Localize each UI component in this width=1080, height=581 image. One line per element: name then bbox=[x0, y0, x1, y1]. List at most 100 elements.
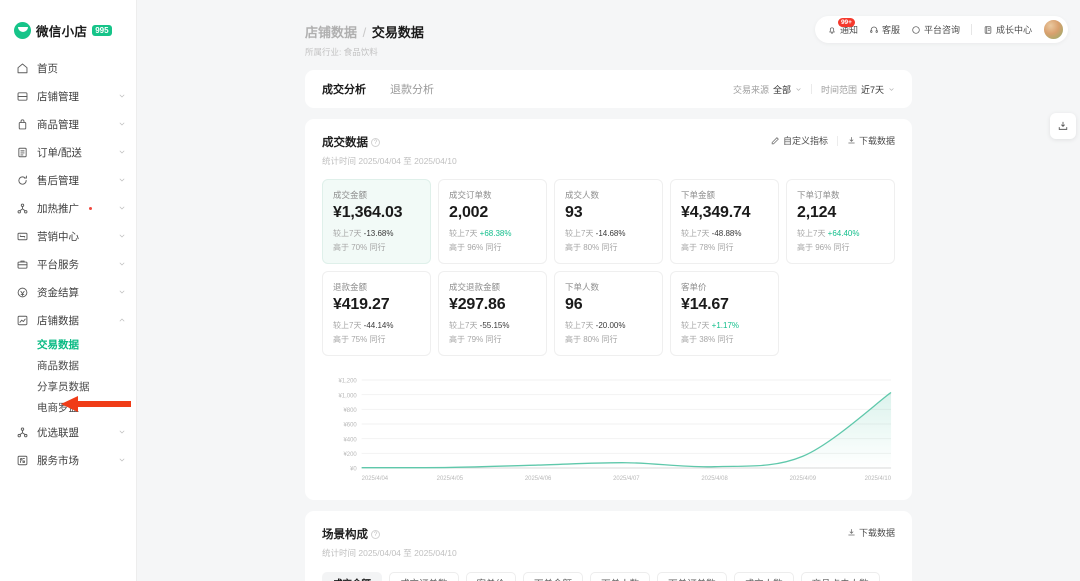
metric-peer: 高于 38% 同行 bbox=[681, 335, 734, 344]
metric-card-1[interactable]: 成交订单数 2,002 较上7天 +68.38% 高于 96% 同行 bbox=[438, 179, 547, 264]
scene-card: 场景构成 ? 下载数据 统计时间 2025/04/04 至 2025/04/10… bbox=[305, 511, 912, 581]
content-column: 成交分析 退款分析 交易来源 全部 时间范围 近7天 成交数据 ? bbox=[305, 70, 912, 581]
y-tick-label: ¥1,000 bbox=[339, 393, 358, 399]
action-divider bbox=[836, 135, 838, 146]
floating-download-button[interactable] bbox=[1050, 113, 1076, 139]
order-icon bbox=[18, 147, 27, 157]
sidebar-item-label: 营销中心 bbox=[37, 230, 79, 243]
brand[interactable]: 微信小店 995 bbox=[0, 0, 136, 44]
scene-chip-5[interactable]: 下单订单数 bbox=[657, 572, 727, 581]
metric-compare: 较上7天 -44.14% bbox=[333, 321, 394, 330]
scene-chip-0[interactable]: 成交金额 bbox=[322, 572, 383, 581]
scene-chip-3[interactable]: 下单金额 bbox=[523, 572, 584, 581]
header-action-3[interactable]: 成长中心 bbox=[983, 23, 1032, 36]
tabs-card: 成交分析 退款分析 交易来源 全部 时间范围 近7天 bbox=[305, 70, 912, 108]
breadcrumb-separator: / bbox=[362, 25, 367, 40]
metric-value: ¥419.27 bbox=[333, 296, 390, 313]
sidebar-item-11[interactable]: 服务市场 bbox=[0, 446, 136, 474]
scene-section-subtitle: 统计时间 2025/04/04 至 2025/04/10 bbox=[322, 548, 457, 558]
scene-chip-4[interactable]: 下单人数 bbox=[590, 572, 651, 581]
metric-peer: 高于 78% 同行 bbox=[681, 243, 734, 252]
header-action-2[interactable]: 平台咨询 bbox=[911, 23, 960, 36]
tab-list: 成交分析 退款分析 bbox=[322, 81, 458, 97]
sidebar-subitem-2[interactable]: 分享员数据 bbox=[37, 381, 90, 393]
trend-area-chart[interactable]: ¥0 ¥200 ¥400 ¥600 ¥800 ¥1,000 ¥1,200 2025/4/04 2… bbox=[322, 374, 895, 486]
sidebar-item-label: 商品管理 bbox=[37, 118, 79, 131]
metric-label: 下单人数 bbox=[565, 282, 600, 292]
sidebar-item-4[interactable]: 售后管理 bbox=[0, 166, 136, 194]
header-action-label: 成长中心 bbox=[995, 25, 1032, 35]
metric-card-2[interactable]: 成交人数 93 较上7天 -14.68% 高于 80% 同行 bbox=[554, 179, 663, 264]
sidebar-item-0[interactable]: 首页 bbox=[0, 54, 136, 82]
sidebar-item-10[interactable]: 优选联盟 bbox=[0, 418, 136, 446]
chevron-up-icon bbox=[119, 318, 125, 322]
metric-card-4[interactable]: 下单订单数 2,124 较上7天 +64.40% 高于 96% 同行 bbox=[786, 179, 895, 264]
marketing-icon bbox=[17, 232, 28, 240]
metric-peer: 高于 79% 同行 bbox=[449, 335, 502, 344]
metric-card-0[interactable]: 成交金额 ¥1,364.03 较上7天 -13.68% 高于 70% 同行 bbox=[322, 179, 431, 264]
info-icon[interactable]: ? bbox=[371, 137, 380, 147]
x-tick-label: 2025/4/09 bbox=[790, 476, 817, 482]
metric-value: ¥4,349.74 bbox=[681, 204, 751, 221]
headset-icon bbox=[870, 26, 878, 33]
sidebar-item-8[interactable]: 资金结算 bbox=[0, 278, 136, 306]
main-area: 店铺数据 / 交易数据 所属行业: 食品饮料 通知 99+ 客服 平台咨询 成长中心 成… bbox=[137, 0, 1080, 581]
sidebar-item-6[interactable]: 营销中心 bbox=[0, 222, 136, 250]
sidebar-item-label: 加热推广 bbox=[37, 202, 79, 215]
filter-0[interactable]: 交易来源 全部 bbox=[733, 83, 802, 96]
sidebar-item-label: 售后管理 bbox=[37, 174, 79, 187]
filter-value: 近7天 bbox=[860, 84, 884, 95]
header-action-1[interactable]: 客服 bbox=[869, 23, 900, 36]
refresh-icon bbox=[18, 175, 27, 185]
x-tick-label: 2025/4/05 bbox=[437, 476, 464, 482]
deal-title-text: 成交数据 bbox=[322, 137, 368, 149]
sidebar-item-1[interactable]: 店铺管理 bbox=[0, 82, 136, 110]
scene-chip-2[interactable]: 客单价 bbox=[465, 572, 517, 581]
alliance-icon bbox=[17, 426, 28, 437]
scene-chip-list: 成交金额成交订单数客单价下单金额下单人数下单订单数成交人数商品点击人数成交退款金… bbox=[305, 559, 912, 581]
metric-card-5[interactable]: 退款金额 ¥419.27 较上7天 -44.14% 高于 75% 同行 bbox=[322, 271, 431, 356]
sidebar-item-2[interactable]: 商品管理 bbox=[0, 110, 136, 138]
sidebar-item-3[interactable]: 订单/配送 bbox=[0, 138, 136, 166]
header-actions: 通知 99+ 客服 平台咨询 成长中心 bbox=[814, 16, 1068, 43]
sidebar-item-5[interactable]: 加热推广 bbox=[0, 194, 136, 222]
y-tick-label: ¥1,200 bbox=[339, 379, 358, 385]
scene-download-button[interactable]: 下载数据 bbox=[847, 526, 895, 539]
metric-delta: -44.14% bbox=[363, 321, 394, 330]
metric-card-8[interactable]: 客单价 ¥14.67 较上7天 +1.17% 高于 38% 同行 bbox=[670, 271, 779, 356]
scene-chip-6[interactable]: 成交人数 bbox=[733, 572, 794, 581]
chevron-down-icon bbox=[119, 150, 125, 154]
sidebar-subitem-0[interactable]: 交易数据 bbox=[37, 339, 79, 351]
metric-card-7[interactable]: 下单人数 96 较上7天 -20.00% 高于 80% 同行 bbox=[554, 271, 663, 356]
sidebar-item-label: 店铺管理 bbox=[37, 90, 79, 103]
avatar[interactable] bbox=[1043, 19, 1064, 40]
header-action-label: 平台咨询 bbox=[923, 25, 960, 35]
download-data-label: 下载数据 bbox=[858, 136, 895, 146]
header-action-0[interactable]: 通知 99+ bbox=[827, 18, 858, 36]
scene-chip-1[interactable]: 成交订单数 bbox=[389, 572, 459, 581]
y-tick-label: ¥400 bbox=[343, 437, 357, 443]
sidebar-item-9[interactable]: 店铺数据 bbox=[0, 306, 136, 334]
sidebar-item-7[interactable]: 平台服务 bbox=[0, 250, 136, 278]
sidebar-subitem-1[interactable]: 商品数据 bbox=[37, 360, 79, 372]
metric-card-6[interactable]: 成交退款金额 ¥297.86 较上7天 -55.15% 高于 79% 同行 bbox=[438, 271, 547, 356]
chevron-down-icon bbox=[119, 94, 125, 98]
tab-1[interactable]: 退款分析 bbox=[390, 84, 434, 96]
metric-card-3[interactable]: 下单金额 ¥4,349.74 较上7天 -48.88% 高于 78% 同行 bbox=[670, 179, 779, 264]
info-icon[interactable]: ? bbox=[371, 529, 380, 539]
breadcrumb-parent[interactable]: 店铺数据 bbox=[305, 25, 358, 40]
tab-0[interactable]: 成交分析 bbox=[322, 84, 366, 96]
sidebar-item-label: 平台服务 bbox=[37, 258, 79, 271]
y-tick-label: ¥800 bbox=[343, 408, 357, 414]
metric-label: 成交金额 bbox=[333, 190, 368, 200]
chart-container: ¥0 ¥200 ¥400 ¥600 ¥800 ¥1,000 ¥1,200 2025/4/04 2… bbox=[305, 356, 912, 500]
scene-chip-7[interactable]: 商品点击人数 bbox=[800, 572, 880, 581]
download-data-button[interactable]: 下载数据 bbox=[847, 134, 895, 147]
sidebar-subitem-3[interactable]: 电商罗盘 bbox=[37, 402, 79, 414]
metric-grid-filler bbox=[786, 271, 895, 356]
filter-1[interactable]: 时间范围 近7天 bbox=[821, 83, 895, 96]
metric-label: 下单订单数 bbox=[797, 190, 840, 200]
metric-delta: -48.88% bbox=[711, 229, 742, 238]
custom-metric-button[interactable]: 自定义指标 bbox=[771, 134, 828, 147]
market-icon bbox=[17, 455, 28, 465]
